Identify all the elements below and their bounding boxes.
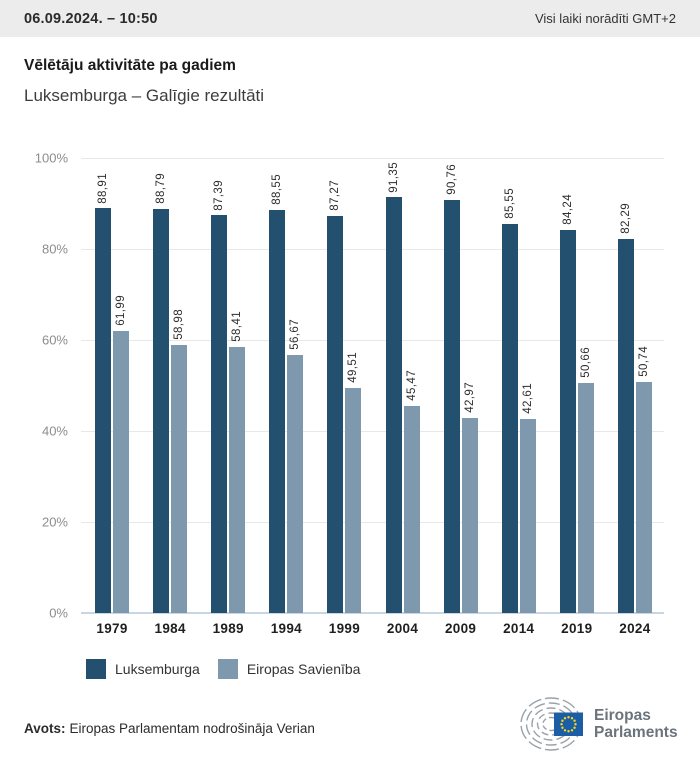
page-title: Vēlētāju aktivitāte pa gadiem: [24, 57, 236, 74]
y-tick-label: 0%: [49, 605, 68, 621]
bar-value-label: 45,47: [405, 370, 418, 402]
datetime-label: 06.09.2024. – 10:50: [24, 10, 158, 27]
bar-group-2014: 85,55 42,61: [490, 158, 548, 613]
x-tick-label-2004: 2004: [386, 621, 419, 636]
source-text: Eiropas Parlamentam nodrošināja Verian: [69, 721, 315, 736]
gridline-80%: [81, 249, 664, 250]
logo-wordmark: Eiropas Parlaments: [594, 707, 678, 741]
bar-eiropas-savienība-1999: 49,51: [345, 352, 362, 613]
bar-luksemburga-1994: 88,55: [269, 174, 286, 613]
bar-eiropas-savienība-1984: 58,98: [171, 309, 188, 613]
bar-eiropas-savienība-2004: 45,47: [403, 370, 420, 613]
bar-eiropas-savienība-2014: 42,61: [519, 383, 536, 613]
bar-value-label: 87,39: [213, 179, 226, 211]
source-note: Avots: Eiropas Parlamentam nodrošināja Ve…: [24, 721, 315, 736]
legend-item-eiropas-savienība: Eiropas Savienība: [217, 659, 361, 679]
y-tick-label: 80%: [41, 241, 68, 257]
bar-luksemburga-2004: 91,35: [385, 162, 402, 613]
bar-value-label: 82,29: [619, 202, 632, 234]
logo-line2: Parlaments: [594, 724, 678, 741]
bar-luksemburga-1979: 88,91: [95, 173, 112, 613]
timezone-note: Visi laiki norādīti GMT+2: [534, 11, 676, 26]
y-tick-label: 60%: [41, 332, 68, 348]
bar-group-1994: 88,55 56,67: [257, 158, 315, 613]
legend-label: Eiropas Savienība: [246, 661, 361, 677]
bar-value-label: 61,99: [115, 295, 128, 326]
bar-eiropas-savienība-1989: 58,41: [229, 311, 246, 613]
x-axis-labels: 1979 1984 1989 1994 1999 2004 2009 2014 2019 2024: [83, 621, 664, 636]
legend-swatch: [86, 659, 106, 679]
bar-value-label: 85,55: [503, 187, 516, 219]
gridline-60%: [81, 340, 664, 341]
x-tick-label-2019: 2019: [561, 621, 593, 636]
gridline-40%: [81, 431, 664, 432]
logo-line1: Eiropas: [594, 707, 651, 724]
bar-value-label: 50,74: [637, 346, 650, 378]
bar-value-label: 50,66: [579, 346, 592, 378]
bar-eiropas-savienība-1979: 61,99: [113, 295, 130, 613]
top-bar: 06.09.2024. – 10:50 Visi laiki norādīti …: [0, 0, 700, 37]
bar-value-label: 84,24: [561, 193, 574, 225]
bar-luksemburga-2014: 85,55: [501, 188, 518, 613]
bar-luksemburga-1999: 87,27: [327, 180, 344, 613]
bar-value-label: 49,51: [347, 351, 360, 383]
bar-eiropas-savienība-2009: 42,97: [461, 382, 478, 613]
x-tick-label-1979: 1979: [96, 621, 128, 636]
bar-group-1979: 88,91 61,99: [83, 158, 141, 613]
y-tick-label: 20%: [41, 514, 68, 530]
bar-group-2004: 91,35 45,47: [373, 158, 431, 613]
source-label: Avots:: [24, 721, 66, 736]
bar-eiropas-savienība-2019: 50,66: [577, 347, 594, 613]
bar-value-label: 91,35: [387, 161, 400, 193]
x-tick-label-2009: 2009: [444, 621, 477, 636]
bar-series-container: 88,91 61,99 88,79 58,98 87,39 58,41 88,55 56,67…: [83, 158, 664, 613]
y-axis-labels: 100% 80% 60% 40% 20% 0%: [0, 151, 68, 621]
bar-group-2009: 90,76 42,97: [432, 158, 490, 613]
bar-value-label: 58,98: [173, 308, 186, 340]
x-tick-label-1984: 1984: [154, 621, 186, 636]
legend-item-luksemburga: Luksemburga: [86, 659, 200, 679]
bar-value-label: 56,67: [289, 319, 302, 351]
y-tick-label: 100%: [34, 150, 68, 166]
hemicycle-eu-flag-icon: [520, 697, 583, 751]
bar-value-label: 90,76: [445, 164, 458, 196]
bar-luksemburga-2009: 90,76: [443, 164, 460, 613]
bar-group-1989: 87,39 58,41: [199, 158, 257, 613]
chart-legend: Luksemburga Eiropas Savienība: [86, 659, 360, 679]
bar-value-label: 88,79: [155, 173, 168, 205]
bar-value-label: 88,55: [271, 174, 284, 206]
page-subtitle: Luksemburga – Galīgie rezultāti: [24, 86, 265, 105]
bar-value-label: 58,41: [231, 311, 244, 343]
bar-luksemburga-2019: 84,24: [559, 194, 576, 613]
bar-eiropas-savienība-1994: 56,67: [287, 319, 304, 613]
x-tick-label-2024: 2024: [619, 621, 651, 636]
y-tick-label: 40%: [41, 423, 68, 439]
x-tick-label-2014: 2014: [503, 621, 535, 636]
x-tick-label-1999: 1999: [328, 621, 361, 636]
x-tick-label-1994: 1994: [270, 621, 302, 636]
bar-luksemburga-1984: 88,79: [153, 173, 170, 613]
bar-group-2019: 84,24 50,66: [548, 158, 606, 613]
bar-luksemburga-2024: 82,29: [617, 203, 634, 613]
bar-value-label: 87,27: [329, 180, 342, 211]
gridline-100%: [81, 158, 664, 159]
bar-luksemburga-1989: 87,39: [211, 180, 228, 613]
bar-group-1984: 88,79 58,98: [141, 158, 199, 613]
bar-group-1999: 87,27 49,51: [315, 158, 373, 613]
bar-value-label: 88,91: [97, 172, 110, 204]
european-parliament-logo: Eiropas Parlaments: [518, 695, 678, 753]
gridline-0%: [81, 612, 664, 614]
legend-label: Luksemburga: [115, 661, 200, 677]
bar-eiropas-savienība-2024: 50,74: [635, 346, 652, 613]
plot-area: 88,91 61,99 88,79 58,98 87,39 58,41 88,55 56,67…: [81, 158, 664, 614]
bar-value-label: 42,97: [463, 381, 476, 413]
x-tick-label-1989: 1989: [212, 621, 244, 636]
legend-swatch: [217, 659, 238, 679]
gridline-20%: [81, 522, 664, 523]
bar-value-label: 42,61: [521, 383, 534, 415]
bar-group-2024: 82,29 50,74: [606, 158, 664, 613]
